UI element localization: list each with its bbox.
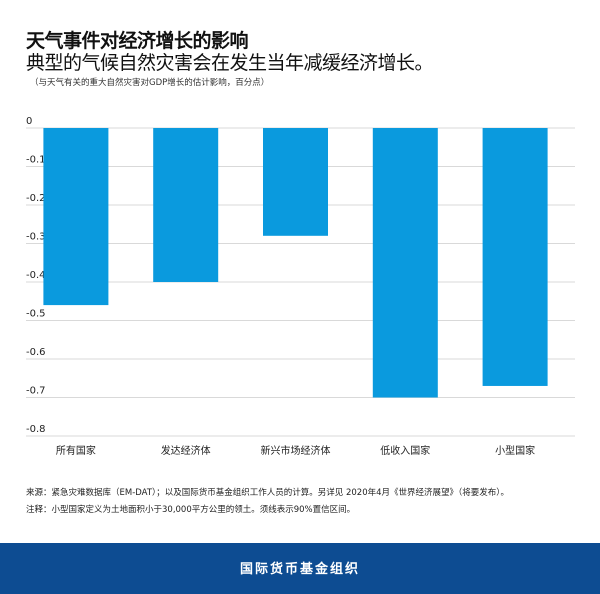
y-tick-label: -0.5 bbox=[26, 309, 46, 320]
y-tick-label: -0.6 bbox=[26, 347, 46, 358]
chart-title: 天气事件对经济增长的影响 bbox=[26, 30, 249, 52]
y-tick-label: -0.3 bbox=[26, 232, 46, 243]
y-tick-label: 0 bbox=[26, 116, 32, 127]
bar-chart: 0 -0.1 -0.2 -0.3 -0.4 -0.5 -0.6 -0.7 -0.8 所有国家 发达经… bbox=[26, 116, 575, 457]
y-tick-label: -0.8 bbox=[26, 424, 46, 435]
x-tick-label: 发达经济体 bbox=[161, 444, 211, 457]
bar bbox=[153, 128, 219, 282]
footnote: 注释：小型国家定义为土地面积小于30,000平方公里的领土。须线表示90%置信区… bbox=[26, 505, 356, 515]
y-tick-label: -0.1 bbox=[26, 155, 46, 166]
source-note: 来源：紧急灾难数据库（EM-DAT）；以及国际货币基金组织工作人员的计算。另详见… bbox=[26, 488, 510, 498]
bar bbox=[372, 128, 438, 398]
footer-band: 国际货币基金组织 bbox=[0, 543, 600, 594]
x-tick-label: 小型国家 bbox=[495, 444, 535, 457]
bar bbox=[482, 128, 548, 386]
x-tick-label: 低收入国家 bbox=[380, 444, 430, 457]
y-tick-label: -0.2 bbox=[26, 193, 46, 204]
bar bbox=[263, 128, 328, 236]
chart-subtitle: 典型的气候自然灾害会在发生当年减缓经济增长。 bbox=[26, 52, 434, 74]
unit-note: （与天气有关的重大自然灾害对GDP增长的估计影响，百分点） bbox=[30, 78, 270, 88]
bar bbox=[43, 128, 109, 306]
x-tick-label: 新兴市场经济体 bbox=[261, 444, 331, 457]
x-tick-label: 所有国家 bbox=[56, 444, 96, 457]
org-name: 国际货币基金组织 bbox=[239, 562, 360, 577]
y-tick-label: -0.4 bbox=[26, 270, 46, 281]
y-tick-label: -0.7 bbox=[26, 386, 46, 397]
